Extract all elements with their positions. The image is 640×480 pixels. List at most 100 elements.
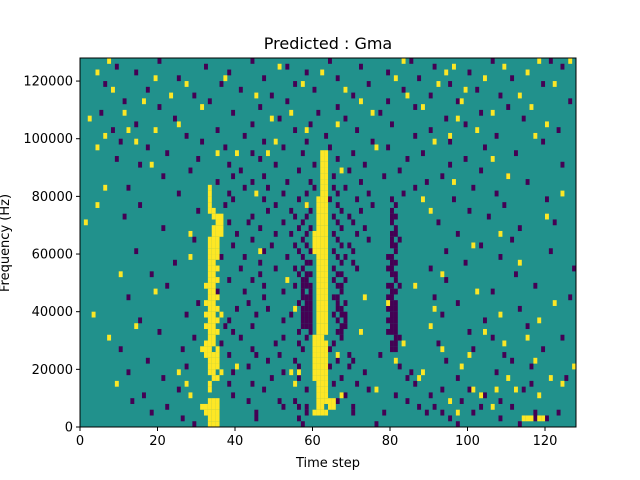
- heatmap-cell-high: [207, 277, 212, 283]
- heatmap-cell-low: [281, 190, 286, 197]
- heatmap-cell-low: [483, 392, 487, 399]
- heatmap-cell-high: [316, 340, 321, 347]
- heatmap-cell-low: [138, 317, 143, 324]
- heatmap-cell-high: [324, 167, 329, 174]
- heatmap-cell-high: [331, 403, 336, 410]
- heatmap-cell-low: [281, 403, 286, 410]
- heatmap-cell-low: [250, 323, 255, 330]
- heatmap-cell-low: [304, 386, 309, 393]
- heatmap-cell-low: [467, 69, 472, 76]
- heatmap-cell-high: [316, 248, 321, 255]
- heatmap-cell-high: [324, 202, 329, 208]
- heatmap-cell-low: [328, 144, 332, 151]
- heatmap-cell-high: [211, 254, 216, 260]
- heatmap-cell-low: [421, 150, 425, 157]
- heatmap-cell-low: [424, 179, 429, 185]
- heatmap-cell-low: [335, 305, 340, 312]
- heatmap-cell-low: [393, 230, 398, 237]
- heatmap-cell-low: [455, 98, 460, 105]
- heatmap-cell-low: [347, 363, 352, 370]
- heatmap-cell-low: [304, 259, 309, 266]
- heatmap-cell-low: [475, 86, 480, 93]
- heatmap-cell-high: [552, 300, 557, 306]
- heatmap-cell-high: [324, 259, 329, 266]
- heatmap-cell-high: [289, 369, 294, 376]
- heatmap-cell-low: [339, 323, 344, 330]
- heatmap-cell-high: [215, 357, 220, 364]
- heatmap-cell-low: [393, 340, 398, 347]
- heatmap-cell-low: [231, 369, 236, 376]
- heatmap-cell-low: [304, 311, 309, 318]
- heatmap-cell-low: [390, 282, 394, 289]
- heatmap-cell-high: [324, 357, 329, 364]
- heatmap-cell-low: [281, 369, 286, 376]
- heatmap-cell-low: [335, 282, 340, 289]
- heatmap-cell-low: [118, 346, 123, 353]
- heatmap-cell-high: [316, 196, 321, 203]
- heatmap-cell-low: [339, 225, 344, 232]
- heatmap-cell-high: [95, 202, 100, 208]
- heatmap-cell-high: [572, 363, 577, 370]
- heatmap-cell-low: [126, 184, 131, 191]
- heatmap-cell-low: [393, 213, 398, 220]
- heatmap-cell-low: [413, 380, 418, 387]
- heatmap-cell-high: [293, 380, 298, 387]
- heatmap-cell-low: [351, 92, 356, 99]
- heatmap-cell-high: [207, 300, 212, 306]
- heatmap-cell-low: [521, 115, 526, 122]
- x-axis: 0 20 40 60 80 100 120: [76, 427, 557, 449]
- heatmap-cell-low: [455, 421, 460, 428]
- heatmap-cell-high: [235, 363, 239, 370]
- heatmap-cell-high: [324, 277, 329, 283]
- heatmap-cell-high: [320, 288, 325, 295]
- heatmap-cell-low: [393, 259, 398, 266]
- heatmap-cell-low: [335, 156, 340, 162]
- heatmap-cell-low: [339, 311, 344, 318]
- heatmap-cell-high: [204, 282, 208, 289]
- heatmap-cell-high: [211, 207, 216, 214]
- x-tick-label: 80: [382, 434, 399, 449]
- heatmap-cell-high: [211, 225, 216, 232]
- heatmap-cell-low: [397, 282, 402, 289]
- heatmap-cell-high: [320, 219, 325, 226]
- x-tick-label: 40: [227, 434, 244, 449]
- heatmap-cell-low: [494, 190, 499, 197]
- heatmap-cell-high: [335, 121, 340, 128]
- heatmap-cell-low: [339, 334, 344, 341]
- heatmap-cell-high: [320, 380, 325, 387]
- heatmap-cell-low: [312, 184, 317, 191]
- heatmap-cell-low: [312, 161, 317, 168]
- heatmap-cell-low: [289, 230, 294, 237]
- heatmap-cell-low: [277, 398, 282, 404]
- heatmap-cell-high: [215, 305, 220, 312]
- heatmap-cell-low: [176, 190, 181, 197]
- heatmap-cell-low: [126, 294, 131, 301]
- heatmap-cell-high: [324, 305, 329, 312]
- heatmap-cell-low: [393, 202, 398, 208]
- heatmap-cell-low: [343, 184, 348, 191]
- heatmap-cell-low: [227, 277, 232, 283]
- heatmap-cell-high: [324, 352, 329, 358]
- heatmap-cell-low: [192, 334, 197, 341]
- heatmap-cell-low: [184, 311, 189, 318]
- heatmap-cell-high: [219, 311, 224, 318]
- heatmap-cell-low: [262, 386, 267, 393]
- heatmap-cell-low: [370, 202, 375, 208]
- heatmap-cell-high: [320, 392, 325, 399]
- heatmap-cell-high: [215, 277, 220, 283]
- heatmap-cell-low: [444, 357, 449, 364]
- heatmap-cell-high: [320, 150, 325, 157]
- heatmap-cell-low: [390, 265, 394, 272]
- heatmap-cell-low: [428, 392, 433, 399]
- heatmap-cell-high: [529, 415, 534, 422]
- heatmap-cell-low: [393, 242, 398, 249]
- heatmap-cell-high: [324, 161, 329, 168]
- heatmap-cell-low: [502, 202, 507, 208]
- heatmap-cell-high: [103, 184, 108, 191]
- heatmap-cell-low: [297, 328, 301, 335]
- heatmap-cell-low: [118, 138, 123, 145]
- heatmap-cell-low: [386, 328, 391, 335]
- heatmap-cell-high: [87, 115, 92, 122]
- heatmap-cell-low: [297, 403, 301, 410]
- heatmap-cell-high: [320, 352, 325, 358]
